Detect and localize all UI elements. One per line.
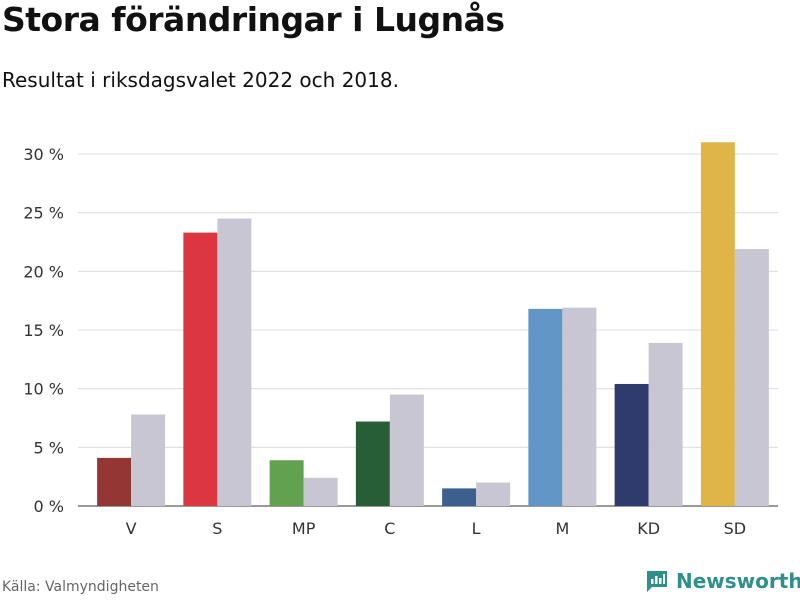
bar-2022-v xyxy=(97,457,132,506)
chart-subtitle: Resultat i riksdagsvalet 2022 och 2018. xyxy=(2,68,399,92)
bar-2022-sd xyxy=(700,142,735,506)
bar-2018-c xyxy=(389,394,424,506)
bar-2018-v xyxy=(131,414,166,506)
x-tick-label: SD xyxy=(724,519,746,538)
newsworthy-logo-icon xyxy=(647,571,667,592)
source-note: Källa: Valmyndigheten xyxy=(2,579,159,595)
x-tick-label: M xyxy=(555,519,569,538)
bar-2022-mp xyxy=(269,460,304,506)
x-tick-label: S xyxy=(212,519,222,538)
x-tick-label: MP xyxy=(292,519,316,538)
y-tick-label: 30 % xyxy=(23,145,64,164)
brand-logo[interactable]: Newsworthy xyxy=(644,568,800,594)
bar-2018-mp xyxy=(303,477,338,506)
bar-2022-kd xyxy=(614,383,649,506)
bar-2022-s xyxy=(183,232,218,506)
y-tick-label: 0 % xyxy=(34,497,64,516)
chart-title: Stora förändringar i Lugnås xyxy=(2,0,505,39)
bar-2018-m xyxy=(562,307,597,506)
x-tick-label: V xyxy=(126,519,137,538)
bar-2018-s xyxy=(217,218,252,507)
bar-chart: 0 % 5 % 10 % 15 % 20 % 25 % 30 % V S MP C L M KD SD xyxy=(23,142,778,538)
bar-2022-m xyxy=(528,308,563,506)
y-tick-label: 15 % xyxy=(23,321,64,340)
y-tick-label: 20 % xyxy=(23,262,64,281)
y-tick-label: 25 % xyxy=(23,204,64,223)
bar-2022-l xyxy=(442,488,477,506)
y-tick-label: 5 % xyxy=(34,438,64,457)
bar-2022-c xyxy=(355,421,390,506)
x-tick-label: C xyxy=(384,519,395,538)
x-tick-label: L xyxy=(472,519,481,538)
brand-name: Newsworthy xyxy=(676,569,800,593)
bar-2018-l xyxy=(476,482,511,506)
y-tick-label: 10 % xyxy=(23,380,64,399)
bar-2018-kd xyxy=(648,342,683,506)
x-tick-label: KD xyxy=(637,519,660,538)
bar-2018-sd xyxy=(734,249,769,507)
